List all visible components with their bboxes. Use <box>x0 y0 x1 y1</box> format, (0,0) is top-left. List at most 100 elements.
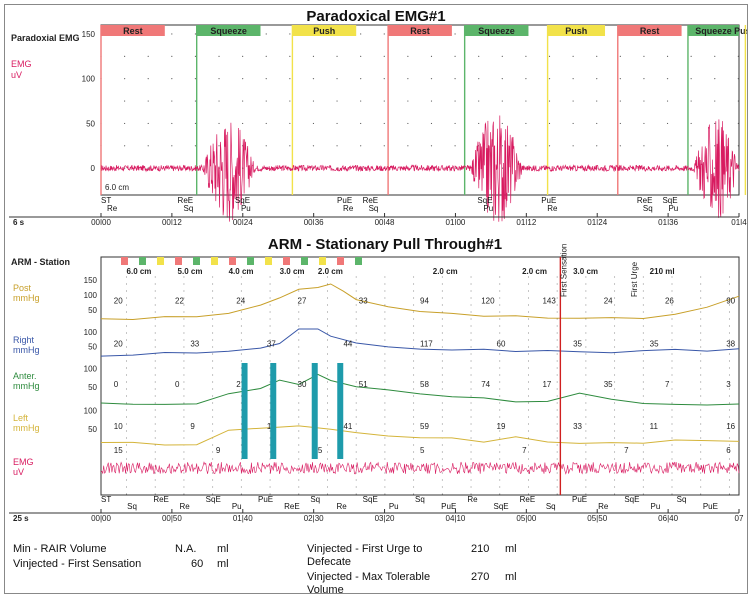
arm-value-label: 59 <box>420 422 429 431</box>
emg-grid-dot <box>737 100 739 102</box>
arm-channel-trace <box>100 283 740 321</box>
arm-grid-dot <box>326 388 328 390</box>
arm-grid-dot <box>355 374 357 376</box>
arm-grid-dot <box>614 458 616 460</box>
arm-grid-dot <box>183 430 185 432</box>
arm-grid-dot <box>470 395 472 397</box>
arm-grid-dot <box>212 297 214 299</box>
emg-grid-dot <box>147 167 149 169</box>
arm-bar-marker <box>311 363 318 459</box>
arm-chart-title: ARM - Stationary Pull Through#1 <box>268 236 502 253</box>
emg-grid-dot <box>643 78 645 80</box>
arm-grid-dot <box>527 444 529 446</box>
arm-value-label: 24 <box>604 296 613 305</box>
emg-grid-dot <box>124 145 126 147</box>
arm-grid-dot <box>355 311 357 313</box>
arm-grid-dot <box>326 346 328 348</box>
emg-event-marker-bottom: Pu <box>483 204 493 213</box>
arm-grid-dot <box>700 290 702 292</box>
arm-grid-dot <box>269 297 271 299</box>
arm-grid-dot <box>269 479 271 481</box>
arm-grid-dot <box>499 290 501 292</box>
arm-grid-dot <box>728 360 730 362</box>
arm-grid-dot <box>183 325 185 327</box>
arm-grid-dot <box>183 458 185 460</box>
arm-grid-dot <box>527 409 529 411</box>
arm-grid-dot <box>527 472 529 474</box>
arm-grid-dot <box>728 304 730 306</box>
arm-grid-dot <box>642 360 644 362</box>
emg-grid-dot <box>265 33 267 35</box>
arm-grid-dot <box>355 444 357 446</box>
arm-grid-dot <box>556 283 558 285</box>
arm-grid-dot <box>154 486 156 488</box>
emg-grid-dot <box>289 122 291 125</box>
arm-grid-dot <box>527 479 529 481</box>
arm-grid-dot <box>384 430 386 432</box>
arm-grid-dot <box>326 493 328 495</box>
arm-value-label: 90 <box>726 296 735 305</box>
arm-grid-dot <box>671 416 673 418</box>
arm-bar-marker <box>270 363 277 459</box>
arm-bottom-marker: Re <box>180 502 191 511</box>
arm-value-label: 10 <box>114 422 123 431</box>
arm-grid-dot <box>556 451 558 453</box>
arm-grid-dot <box>499 318 501 320</box>
arm-value-label: 20 <box>114 340 123 349</box>
arm-grid-dot <box>355 402 357 404</box>
arm-grid-dot <box>413 409 415 411</box>
arm-grid-dot <box>499 486 501 488</box>
emg-grid-dot <box>478 55 480 57</box>
arm-grid-dot <box>614 332 616 334</box>
arm-grid-dot <box>326 465 328 467</box>
arm-bar-marker <box>337 363 344 459</box>
emg-event-marker-top: ReE <box>637 196 653 205</box>
arm-grid-dot <box>326 332 328 334</box>
arm-grid-dot <box>642 430 644 432</box>
arm-bottom-marker: Sq <box>415 495 425 504</box>
emg-segment-label: Rest <box>410 26 430 36</box>
arm-grid-dot <box>183 360 185 362</box>
arm-grid-dot <box>154 325 156 327</box>
arm-grid-dot <box>212 472 214 474</box>
arm-time-scale: 25 s <box>13 514 29 523</box>
emg-grid-dot <box>619 145 621 147</box>
arm-grid-dot <box>470 346 472 348</box>
arm-grid-dot <box>126 332 128 334</box>
emg-chart-title: Paradoxical EMG#1 <box>306 8 445 25</box>
arm-grid-dot <box>413 430 415 432</box>
arm-grid-dot <box>413 465 415 467</box>
arm-bottom-marker: Sq <box>310 495 320 504</box>
arm-grid-dot <box>556 458 558 460</box>
arm-value-label: 6 <box>726 446 731 455</box>
arm-grid-dot <box>413 290 415 292</box>
arm-grid-dot <box>642 339 644 341</box>
emg-grid-dot <box>596 100 598 102</box>
arm-grid-dot <box>126 451 128 453</box>
arm-position-label: 3.0 cm <box>573 267 598 276</box>
arm-grid-dot <box>413 346 415 348</box>
arm-grid-dot <box>585 451 587 453</box>
arm-grid-dot <box>384 416 386 418</box>
arm-grid-dot <box>126 311 128 313</box>
arm-grid-dot <box>126 402 128 404</box>
arm-grid-dot <box>585 360 587 362</box>
arm-y-tick-label: 50 <box>88 342 97 351</box>
arm-grid-dot <box>700 451 702 453</box>
arm-grid-dot <box>269 360 271 362</box>
arm-grid-dot <box>441 318 443 320</box>
arm-grid-dot <box>642 311 644 313</box>
arm-grid-dot <box>154 276 156 278</box>
emg-grid-dot <box>147 55 149 57</box>
arm-grid-dot <box>212 486 214 488</box>
arm-segment-header <box>175 257 182 265</box>
arm-grid-dot <box>642 416 644 418</box>
emg-grid-dot <box>690 122 692 125</box>
arm-grid-dot <box>499 360 501 362</box>
emg-grid-dot <box>478 122 480 125</box>
emg-y-tick-label: 150 <box>82 30 96 39</box>
emg-event-marker-top: SqE <box>235 196 250 205</box>
arm-value-label: 11 <box>650 422 659 431</box>
arm-grid-dot <box>728 318 730 320</box>
arm-grid-dot <box>413 325 415 327</box>
